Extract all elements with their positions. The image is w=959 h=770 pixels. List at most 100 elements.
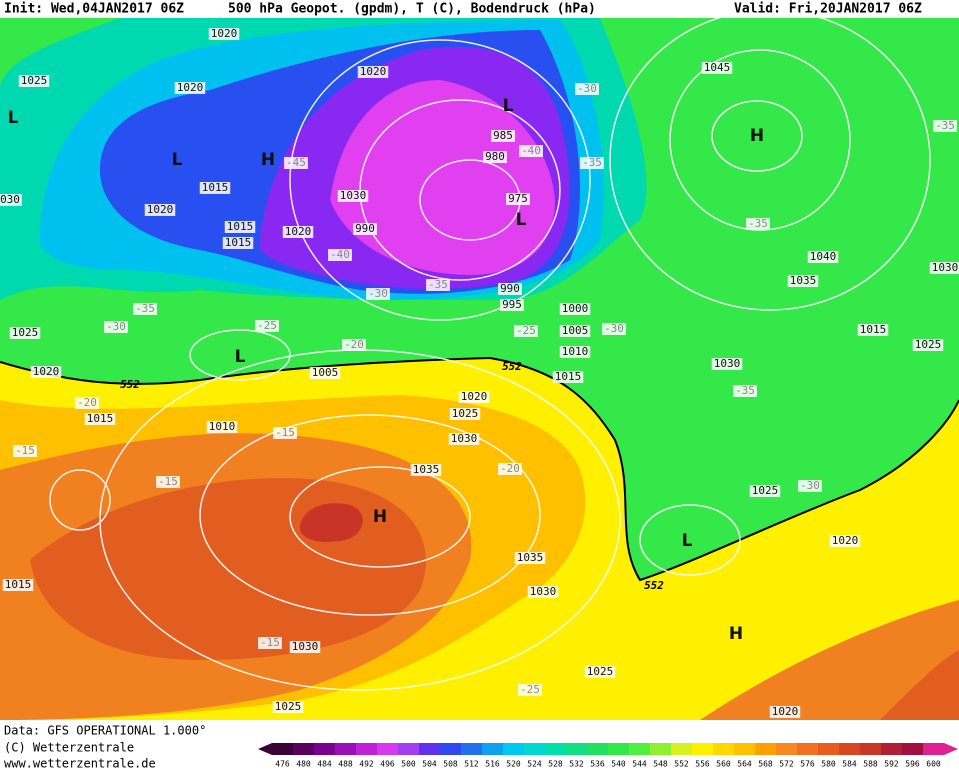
temperature-label: -40 xyxy=(519,144,543,157)
temperature-label-text: -45 xyxy=(286,156,306,169)
isobar-label-text: 1015 xyxy=(555,370,582,383)
isobar-label-box xyxy=(410,464,442,476)
temperature-label-text: -20 xyxy=(500,462,520,475)
legend-label: 592 xyxy=(884,760,899,769)
isobar-label-text: 1015 xyxy=(5,578,32,591)
isobar-label-box xyxy=(458,391,490,403)
isobar xyxy=(289,466,471,568)
isobar-label-text: 985 xyxy=(493,129,513,142)
isobar-label-text: 990 xyxy=(500,282,520,295)
header: Init: Wed,04JAN2017 06Z 500 hPa Geopot. … xyxy=(4,2,922,17)
isobar-label-text: 1020 xyxy=(832,534,859,547)
temperature-label-box xyxy=(518,684,542,696)
temperature-label: -15 xyxy=(13,444,37,457)
isobar-label: 1015 xyxy=(199,181,231,194)
legend-swatch xyxy=(356,743,378,755)
isobar-label-text: 1030 xyxy=(340,189,367,202)
isobar-label-text: 1020 xyxy=(360,65,387,78)
isobar-label-box xyxy=(929,262,959,274)
pressure-center: H xyxy=(373,507,387,527)
pressure-center: H xyxy=(261,150,275,170)
isobar-label-text: 1020 xyxy=(177,81,204,94)
temperature-label-box xyxy=(342,339,366,351)
isobar-label-box xyxy=(206,421,238,433)
temperature-label-box xyxy=(255,320,279,332)
legend-swatch xyxy=(524,743,546,755)
isobar-label-box xyxy=(584,666,616,678)
isobar-label-text: 030 xyxy=(0,193,20,206)
legend-arrow-left xyxy=(258,743,272,755)
temperature-label-box xyxy=(273,427,297,439)
website: www.wetterzentrale.de xyxy=(4,757,156,770)
isobar-label-text: 1020 xyxy=(211,27,238,40)
isobar-label-text: 975 xyxy=(508,192,528,205)
isobar-label-text: 995 xyxy=(502,298,522,311)
isobar-label-text: 1025 xyxy=(12,326,39,339)
isobar-label: 1035 xyxy=(514,551,546,564)
legend-label: 496 xyxy=(380,760,395,769)
temperature-label-text: -15 xyxy=(275,426,295,439)
temperature-label: -30 xyxy=(575,82,599,95)
temperature-label: -35 xyxy=(933,119,957,132)
legend-label: 560 xyxy=(716,760,731,769)
isobar-label-box xyxy=(506,193,530,205)
legend-swatch xyxy=(776,743,798,755)
legend-swatch xyxy=(860,743,882,755)
isobar-label: 1015 xyxy=(222,236,254,249)
isobar-label-box xyxy=(282,226,314,238)
legend-swatch xyxy=(755,743,777,755)
legend-swatch xyxy=(818,743,840,755)
legend-label: 596 xyxy=(905,760,920,769)
legend-label: 588 xyxy=(863,760,878,769)
isobar-label: 1010 xyxy=(559,345,591,358)
temperature-label-text: -25 xyxy=(520,683,540,696)
isobar-label-text: 1020 xyxy=(147,203,174,216)
field-orange-se xyxy=(700,600,959,720)
isobar-label-box xyxy=(559,325,591,337)
isobar xyxy=(189,329,291,381)
init-time: Init: Wed,04JAN2017 06Z xyxy=(4,2,184,17)
legend-label: 544 xyxy=(632,760,647,769)
legend-swatch xyxy=(692,743,714,755)
isobar-label-box xyxy=(289,641,321,653)
isobar-label-text: 1030 xyxy=(932,261,959,274)
isobar-label: 1020 xyxy=(174,81,206,94)
legend-label: 480 xyxy=(296,760,311,769)
legend-label: 552 xyxy=(674,760,689,769)
legend-swatch xyxy=(902,743,924,755)
isobar-label-text: 1020 xyxy=(461,390,488,403)
isobar-label-box xyxy=(272,701,304,713)
legend-label: 500 xyxy=(401,760,416,769)
pressure-center: L xyxy=(235,347,246,367)
isobar-label: 1035 xyxy=(787,274,819,287)
isobar-label-text: 1030 xyxy=(451,432,478,445)
temperature-label: -20 xyxy=(342,338,366,351)
valid-time: Valid: Fri,20JAN2017 06Z xyxy=(734,2,922,17)
legend-swatch xyxy=(881,743,903,755)
isobar-label: 1015 xyxy=(224,220,256,233)
temperature-label: -25 xyxy=(255,319,279,332)
isobar-label: 985 xyxy=(491,129,515,142)
isobar-label-text: 1020 xyxy=(285,225,312,238)
legend-label: 504 xyxy=(422,760,437,769)
isobar-label-box xyxy=(483,151,507,163)
isobar-label-text: 1025 xyxy=(452,407,479,420)
temperature-label-text: -30 xyxy=(368,287,388,300)
legend-label: 516 xyxy=(485,760,500,769)
isobar-label-box xyxy=(337,190,369,202)
color-legend: 476 480 484 488 492 496 500 504 508 512 516 520 524 5… xyxy=(258,743,958,769)
isobar-label-box xyxy=(769,706,801,718)
isobar-label: 1015 xyxy=(2,578,34,591)
isobar-label: 1040 xyxy=(807,250,839,263)
temperature-label-text: -30 xyxy=(800,479,820,492)
isobar-label: 1045 xyxy=(701,61,733,74)
isobar-label-box xyxy=(807,251,839,263)
legend-swatch xyxy=(923,743,945,755)
temperature-label-box xyxy=(104,321,128,333)
temperature-label-box xyxy=(258,637,282,649)
temperature-label-text: -40 xyxy=(330,248,350,261)
isobar-label-box xyxy=(449,408,481,420)
field-red xyxy=(299,503,363,542)
temperature-label-text: -25 xyxy=(257,319,277,332)
isobar-label: 1030 xyxy=(527,585,559,598)
